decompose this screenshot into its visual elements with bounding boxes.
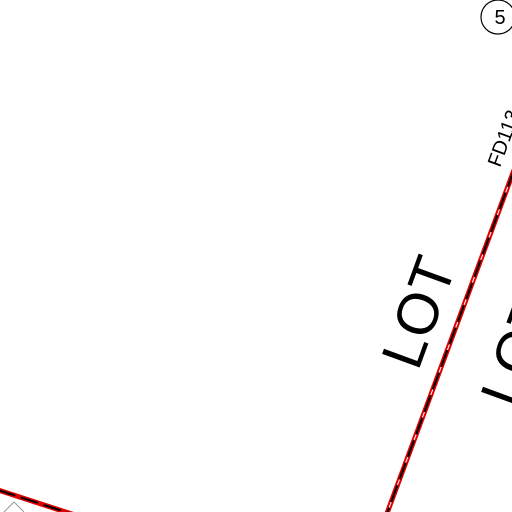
- boundary-line: [384, 169, 512, 512]
- boundary-gap: [386, 173, 512, 512]
- marker: [3, 501, 25, 512]
- black-boundary: [0, 489, 69, 512]
- black-boundary: [386, 172, 512, 512]
- tag-circle: [480, 0, 512, 35]
- tag-number: 5: [494, 7, 505, 29]
